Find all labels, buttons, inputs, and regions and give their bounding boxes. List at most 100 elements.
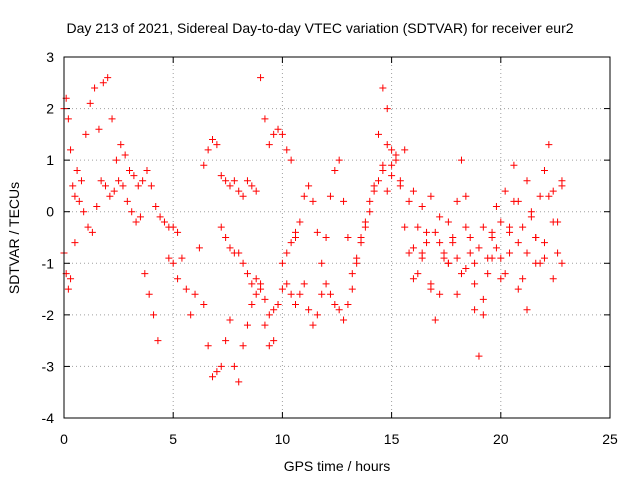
data-point bbox=[235, 249, 243, 257]
data-point bbox=[471, 306, 479, 314]
x-tick-label: 25 bbox=[602, 431, 618, 447]
plot-frame bbox=[63, 56, 611, 419]
data-point bbox=[261, 295, 269, 303]
data-point bbox=[182, 285, 190, 293]
x-tick-label: 15 bbox=[384, 431, 400, 447]
data-point bbox=[84, 223, 92, 231]
data-point bbox=[374, 130, 382, 138]
data-point bbox=[243, 321, 251, 329]
data-point bbox=[379, 84, 387, 92]
data-point bbox=[165, 254, 173, 262]
data-point bbox=[136, 213, 144, 221]
data-point bbox=[540, 239, 548, 247]
data-point bbox=[226, 244, 234, 252]
data-point bbox=[121, 151, 129, 159]
data-point bbox=[86, 99, 94, 107]
data-point bbox=[471, 259, 479, 267]
data-point bbox=[257, 285, 265, 293]
data-point bbox=[497, 218, 505, 226]
data-point bbox=[117, 141, 125, 149]
data-point bbox=[501, 270, 509, 278]
data-point bbox=[222, 177, 230, 185]
data-point bbox=[97, 177, 105, 185]
data-point bbox=[453, 197, 461, 205]
data-point bbox=[69, 182, 77, 190]
data-point bbox=[479, 295, 487, 303]
data-point bbox=[523, 249, 531, 257]
data-point bbox=[436, 213, 444, 221]
data-point bbox=[344, 234, 352, 241]
data-point bbox=[405, 249, 413, 257]
data-point bbox=[222, 337, 230, 345]
data-point bbox=[99, 79, 107, 87]
data-point bbox=[213, 141, 221, 149]
data-point bbox=[361, 218, 369, 226]
data-point bbox=[174, 275, 182, 283]
data-point bbox=[226, 182, 234, 190]
data-point bbox=[331, 301, 339, 309]
data-point bbox=[150, 311, 158, 319]
data-point bbox=[270, 130, 278, 138]
y-tick-label: 2 bbox=[46, 101, 54, 117]
data-point bbox=[488, 228, 496, 236]
data-point bbox=[510, 161, 518, 169]
data-point bbox=[270, 306, 278, 314]
data-point bbox=[265, 141, 273, 149]
data-point bbox=[257, 74, 265, 82]
data-point bbox=[91, 84, 99, 92]
data-point bbox=[374, 177, 382, 185]
data-point bbox=[506, 249, 514, 257]
y-tick-label: 1 bbox=[46, 152, 54, 168]
data-point bbox=[112, 156, 120, 164]
data-point bbox=[93, 203, 101, 211]
data-point bbox=[453, 290, 461, 298]
x-tick-label: 0 bbox=[60, 431, 68, 447]
data-point bbox=[209, 373, 217, 381]
x-axis-label: GPS time / hours bbox=[284, 458, 391, 474]
data-point bbox=[418, 254, 426, 262]
data-point bbox=[126, 166, 134, 174]
y-tick-label: -4 bbox=[42, 410, 55, 426]
data-point bbox=[169, 223, 177, 231]
data-point bbox=[174, 228, 182, 236]
data-point bbox=[309, 321, 317, 329]
data-point bbox=[191, 290, 199, 298]
data-point bbox=[73, 166, 81, 174]
data-point bbox=[492, 203, 500, 211]
data-point bbox=[248, 301, 256, 309]
data-point bbox=[540, 254, 548, 262]
data-point bbox=[101, 182, 109, 190]
data-point bbox=[466, 234, 474, 241]
data-point bbox=[514, 239, 522, 247]
data-point bbox=[396, 177, 404, 185]
data-point bbox=[283, 146, 291, 154]
data-point bbox=[132, 218, 140, 226]
data-point bbox=[457, 270, 465, 278]
data-point bbox=[239, 192, 247, 200]
data-point bbox=[88, 228, 96, 236]
data-point bbox=[414, 270, 422, 278]
data-point bbox=[558, 259, 566, 267]
data-point bbox=[392, 156, 400, 164]
data-point bbox=[104, 74, 112, 82]
data-point bbox=[431, 228, 439, 236]
data-point bbox=[195, 244, 203, 252]
data-point bbox=[484, 254, 492, 262]
data-point bbox=[427, 280, 435, 288]
data-point bbox=[143, 166, 151, 174]
y-axis-label: SDTVAR / TECUs bbox=[6, 182, 22, 294]
data-point bbox=[64, 285, 72, 293]
data-point bbox=[300, 280, 308, 288]
x-tick-label: 5 bbox=[169, 431, 177, 447]
data-point bbox=[156, 213, 164, 221]
data-point bbox=[471, 280, 479, 288]
data-point bbox=[475, 244, 483, 252]
data-point bbox=[405, 197, 413, 205]
data-point bbox=[453, 254, 461, 262]
data-point bbox=[209, 136, 217, 144]
data-point bbox=[484, 270, 492, 278]
data-point bbox=[217, 223, 225, 231]
data-point bbox=[322, 234, 330, 241]
data-point bbox=[340, 316, 348, 324]
data-point bbox=[366, 197, 374, 205]
